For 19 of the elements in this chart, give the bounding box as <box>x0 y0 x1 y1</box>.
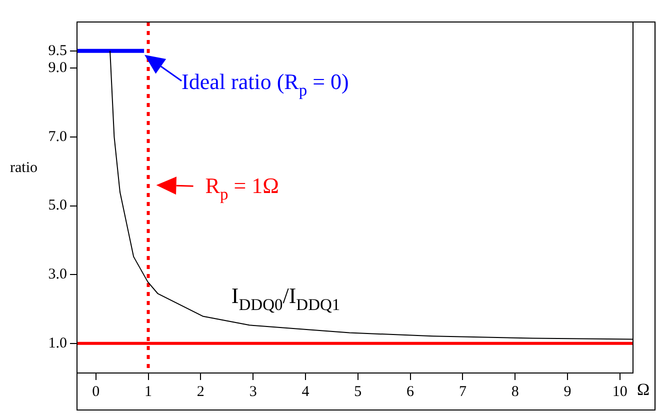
y-tick-label: 1.0 <box>48 335 67 352</box>
x-tick-label: 4 <box>302 384 310 400</box>
y-axis-title: ratio <box>10 160 38 176</box>
x-tick-label: 7 <box>458 384 467 400</box>
x-tick-label: 0 <box>92 384 100 400</box>
x-tick-label: 8 <box>511 384 519 400</box>
x-tick-label: 1 <box>144 384 152 400</box>
x-axis-title: Ω <box>637 380 650 399</box>
y-tick-label: 9.5 <box>48 42 67 59</box>
x-tick-label: 3 <box>249 384 257 400</box>
x-tick-label: 5 <box>354 384 362 400</box>
y-tick-label: 9.0 <box>48 60 67 76</box>
y-tick-label: 5.0 <box>48 198 67 214</box>
x-tick-label: 2 <box>196 384 204 400</box>
x-tick-label: 6 <box>406 384 415 400</box>
y-tick-label: 7.0 <box>48 128 67 145</box>
x-tick-label: 10 <box>612 384 628 400</box>
x-tick-label: 9 <box>564 384 572 400</box>
y-tick-label: 3.0 <box>48 266 67 283</box>
